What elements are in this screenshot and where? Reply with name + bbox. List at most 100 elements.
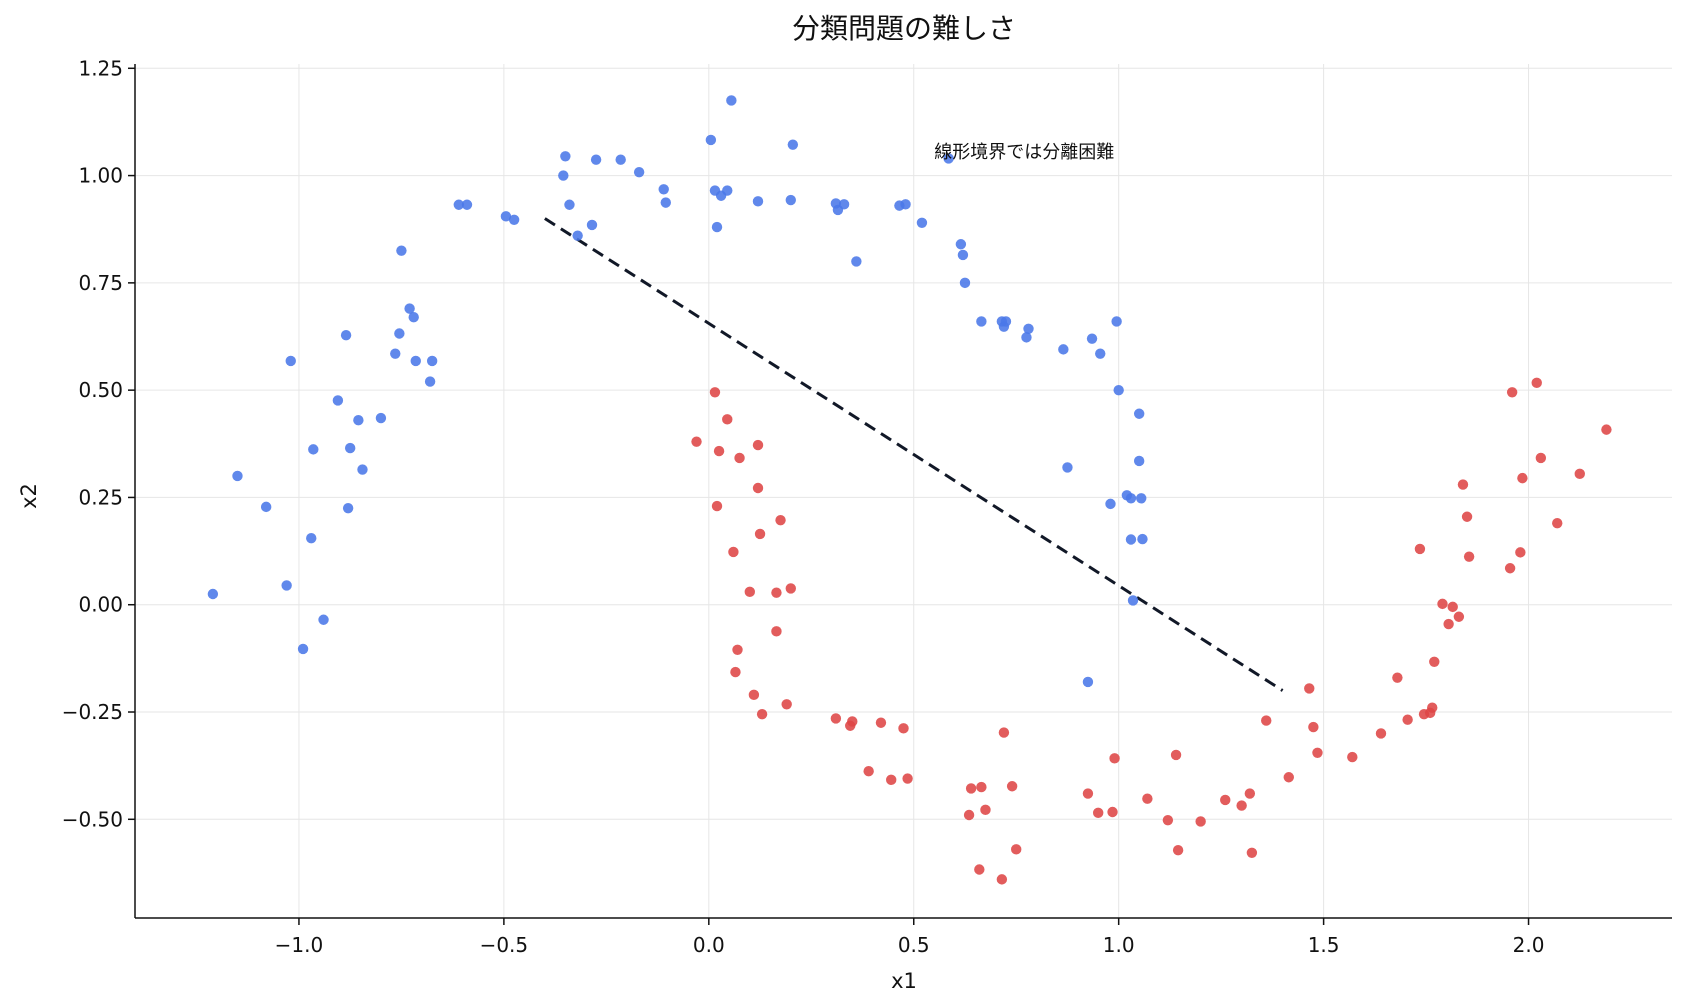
point-red — [830, 713, 842, 724]
point-blue — [1023, 323, 1034, 334]
point-blue — [572, 230, 583, 241]
point-red — [996, 874, 1008, 885]
y-ticks: −0.50 −0.25 0.00 0.25 0.50 0.75 1.00 1.25 — [62, 56, 135, 831]
point-red — [1463, 551, 1475, 562]
point-blue — [586, 219, 598, 231]
point-blue — [232, 470, 243, 482]
point-blue — [424, 376, 436, 387]
point-blue — [340, 330, 352, 341]
point-blue — [705, 134, 717, 146]
y-tick-label: 0.50 — [78, 378, 123, 402]
point-red — [1107, 806, 1118, 818]
point-blue — [260, 501, 272, 513]
point-blue — [633, 166, 645, 178]
point-red — [1453, 611, 1465, 622]
point-blue — [461, 199, 473, 210]
point-red — [711, 500, 723, 512]
point-red — [1535, 452, 1547, 464]
point-red — [1246, 847, 1258, 858]
point-blue — [959, 277, 971, 289]
point-blue — [281, 580, 292, 591]
point-red — [691, 436, 702, 447]
point-red — [1142, 793, 1153, 804]
point-red — [1312, 747, 1323, 758]
point-blue — [408, 311, 419, 323]
point-red — [902, 773, 913, 784]
point-red — [1515, 547, 1526, 558]
point-red — [781, 699, 792, 710]
point-blue — [785, 194, 796, 206]
point-red — [1283, 772, 1294, 783]
point-red — [756, 708, 768, 720]
point-blue — [297, 643, 309, 655]
point-red — [1437, 598, 1448, 610]
point-blue — [957, 249, 969, 261]
point-blue — [1086, 333, 1098, 344]
point-blue — [658, 184, 669, 195]
point-blue — [1133, 408, 1145, 419]
point-red — [730, 666, 741, 678]
x-ticks: −1.0 −0.5 0.0 0.5 1.0 1.5 2.0 — [275, 918, 1544, 957]
point-blue — [900, 199, 911, 210]
point-red — [965, 783, 977, 794]
point-red — [1443, 618, 1454, 630]
point-blue — [500, 211, 512, 222]
point-red — [1195, 816, 1206, 827]
point-blue — [357, 464, 368, 475]
point-red — [1308, 721, 1319, 733]
point-red — [722, 414, 733, 425]
point-blue — [1125, 534, 1137, 545]
point-red — [713, 445, 725, 457]
point-red — [752, 439, 764, 451]
point-blue — [1095, 348, 1106, 359]
point-blue — [752, 196, 764, 207]
point-red — [732, 644, 743, 655]
point-blue — [1125, 493, 1137, 504]
point-red — [771, 626, 782, 637]
point-blue — [1082, 676, 1094, 688]
point-red — [886, 774, 897, 786]
point-blue — [615, 154, 626, 165]
x-tick-label: 0.5 — [898, 933, 930, 957]
point-red — [1402, 714, 1413, 725]
point-red — [1427, 702, 1438, 713]
x-tick-label: 1.0 — [1103, 933, 1135, 957]
point-red — [1504, 563, 1516, 574]
point-red — [1461, 511, 1473, 522]
point-blue — [426, 355, 438, 367]
decision-boundary — [544, 217, 1284, 692]
point-blue — [711, 221, 723, 233]
point-red — [1392, 672, 1403, 683]
point-red — [1244, 788, 1256, 799]
point-blue — [955, 239, 967, 250]
point-blue — [390, 348, 401, 359]
point-red — [1506, 387, 1518, 398]
point-red — [754, 528, 766, 540]
point-red — [744, 586, 755, 598]
x-axis-label: x1 — [891, 969, 917, 993]
point-red — [1574, 468, 1585, 480]
point-blue — [396, 245, 407, 256]
point-red — [734, 452, 745, 464]
point-blue — [375, 412, 387, 424]
point-blue — [943, 153, 954, 164]
point-blue — [308, 444, 319, 455]
point-red — [1220, 794, 1231, 806]
point-red — [1006, 781, 1018, 792]
boundary-line — [544, 217, 1284, 692]
point-blue — [207, 588, 219, 600]
point-red — [1517, 472, 1528, 484]
y-tick-label: 1.00 — [78, 164, 123, 188]
point-blue — [558, 170, 569, 181]
point-red — [963, 809, 975, 821]
point-blue — [344, 442, 356, 454]
point-red — [1414, 543, 1426, 555]
point-red — [748, 689, 760, 701]
x-tick-label: −1.0 — [275, 933, 324, 957]
axes — [134, 64, 1672, 919]
point-blue — [1062, 462, 1073, 473]
x-tick-label: 1.5 — [1308, 933, 1340, 957]
point-blue — [342, 502, 354, 514]
point-blue — [1105, 498, 1116, 510]
